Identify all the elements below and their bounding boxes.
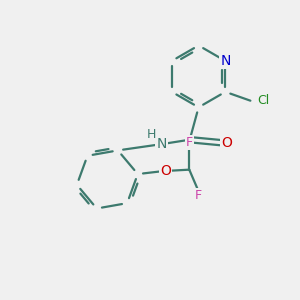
Text: Cl: Cl <box>257 94 269 107</box>
Text: N: N <box>157 137 167 151</box>
Text: N: N <box>220 54 230 68</box>
Text: H: H <box>147 128 156 141</box>
Text: F: F <box>186 136 193 149</box>
Text: O: O <box>221 136 232 150</box>
Text: F: F <box>195 189 202 202</box>
Text: O: O <box>160 164 171 178</box>
